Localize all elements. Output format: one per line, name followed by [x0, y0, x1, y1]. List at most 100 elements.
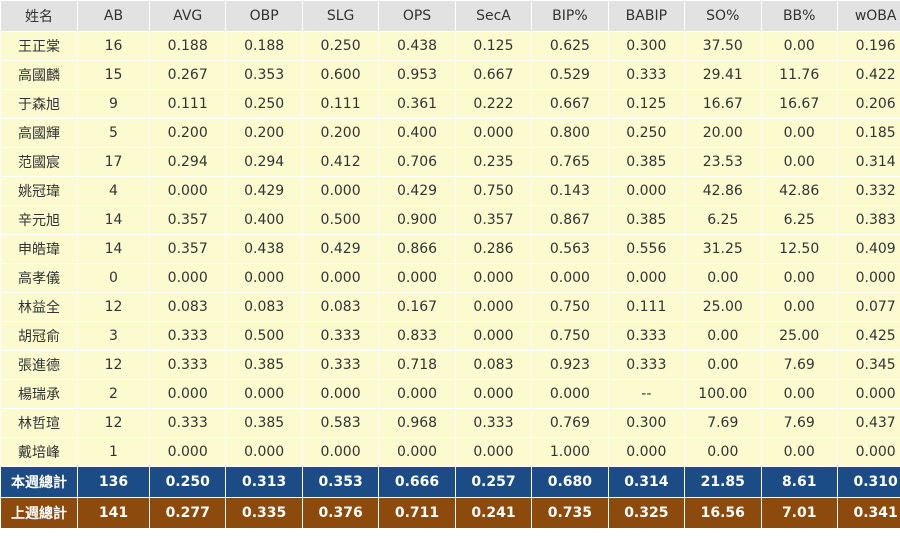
stat-cell: 0.769	[531, 408, 609, 438]
stat-cell: 0.235	[454, 147, 533, 177]
stat-cell: 0.196	[836, 31, 900, 61]
stat-cell: 0.345	[836, 350, 900, 380]
player-name-cell: 林哲瑄	[0, 408, 78, 438]
stat-cell: 0.300	[607, 408, 686, 438]
stat-cell: 0.750	[454, 176, 533, 206]
stat-cell: 11.76	[760, 60, 838, 90]
stat-cell: 0.00	[684, 350, 762, 380]
column-header: BABIP	[607, 0, 686, 32]
stat-cell: 7.69	[760, 408, 838, 438]
stat-cell: 0.000	[148, 263, 227, 293]
stat-cell: 0.294	[225, 147, 303, 177]
column-header: AB	[77, 0, 150, 32]
stat-cell: 0.600	[301, 60, 380, 90]
stat-cell: 42.86	[760, 176, 838, 206]
player-name-cell: 范國宸	[0, 147, 78, 177]
stat-cell: 12	[77, 408, 150, 438]
table-row: 姚冠瑋 4 0.000 0.429 0.000 0.429 0.750 0.143 0.000 4…	[0, 176, 900, 206]
stat-cell: 0.429	[378, 176, 456, 206]
stat-cell: 0.000	[607, 263, 686, 293]
total-stat-cell: 0.241	[454, 497, 533, 529]
stat-cell: 0.206	[836, 89, 900, 119]
stat-cell: 0.000	[148, 176, 227, 206]
player-name-cell: 姚冠瑋	[0, 176, 78, 206]
stat-cell: 0.125	[607, 89, 686, 119]
stat-cell: 100.00	[684, 379, 762, 409]
stat-cell: 0.125	[454, 31, 533, 61]
player-name-cell: 于森旭	[0, 89, 78, 119]
stat-cell: 0.968	[378, 408, 456, 438]
stat-cell: 0.409	[836, 234, 900, 264]
table-row: 范國宸 17 0.294 0.294 0.412 0.706 0.235 0.765 0.385…	[0, 147, 900, 177]
stat-cell: 0.111	[148, 89, 227, 119]
stat-cell: 0.438	[378, 31, 456, 61]
stat-cell: 0.437	[836, 408, 900, 438]
stat-cell: 0	[77, 263, 150, 293]
stat-cell: 0.900	[378, 205, 456, 235]
stat-cell: 0.583	[301, 408, 380, 438]
stat-cell: 0.556	[607, 234, 686, 264]
stat-cell: 0.00	[684, 437, 762, 467]
stat-cell: 23.53	[684, 147, 762, 177]
total-label-cell: 本週總計	[0, 466, 78, 498]
table-row: 高孝儀 0 0.000 0.000 0.000 0.000 0.000 0.000 0.000 0…	[0, 263, 900, 293]
stat-cell: 3	[77, 321, 150, 351]
stat-cell: 12	[77, 350, 150, 380]
stat-cell: 0.333	[607, 350, 686, 380]
stat-cell: 0.083	[148, 292, 227, 322]
stat-cell: 0.667	[454, 60, 533, 90]
total-stat-cell: 0.310	[836, 466, 900, 498]
stat-cell: 0.357	[148, 205, 227, 235]
column-header: BIP%	[531, 0, 609, 32]
stat-cell: --	[607, 379, 686, 409]
last-week-total-row: 上週總計 141 0.277 0.335 0.376 0.711 0.241 0.735 0.3…	[0, 497, 900, 529]
stat-cell: 0.529	[531, 60, 609, 90]
stat-cell: 0.00	[760, 147, 838, 177]
stat-cell: 0.667	[531, 89, 609, 119]
table-header: 姓名 AB AVG OBP SLG OPS SecA BIP% BABIP SO% BB% wOBA	[0, 0, 900, 32]
stat-cell: 37.50	[684, 31, 762, 61]
stat-cell: 0.200	[225, 118, 303, 148]
stat-cell: 0.383	[836, 205, 900, 235]
stat-cell: 0.400	[378, 118, 456, 148]
column-header: OBP	[225, 0, 303, 32]
stat-cell: 0.765	[531, 147, 609, 177]
total-stat-cell: 0.735	[531, 497, 609, 529]
player-name-cell: 胡冠俞	[0, 321, 78, 351]
stat-cell: 0.332	[836, 176, 900, 206]
stat-cell: 0.222	[454, 89, 533, 119]
stat-cell: 0.867	[531, 205, 609, 235]
stat-cell: 0.00	[760, 31, 838, 61]
stat-cell: 0.500	[301, 205, 380, 235]
stat-cell: 0.083	[301, 292, 380, 322]
column-header: SO%	[684, 0, 762, 32]
stat-cell: 0.200	[301, 118, 380, 148]
stat-cell: 0.000	[836, 263, 900, 293]
total-stat-cell: 136	[77, 466, 150, 498]
stat-cell: 0.286	[454, 234, 533, 264]
column-header: BB%	[760, 0, 838, 32]
stat-cell: 0.385	[225, 350, 303, 380]
stat-cell: 0.800	[531, 118, 609, 148]
player-name-cell: 辛元旭	[0, 205, 78, 235]
total-stat-cell: 0.313	[225, 466, 303, 498]
column-header: wOBA	[836, 0, 900, 32]
stat-cell: 2	[77, 379, 150, 409]
stat-cell: 0.300	[607, 31, 686, 61]
stat-cell: 0.625	[531, 31, 609, 61]
table-totals: 本週總計 136 0.250 0.313 0.353 0.666 0.257 0.680 0.3…	[0, 466, 900, 529]
stat-cell: 0.333	[607, 60, 686, 90]
stat-cell: 0.000	[378, 437, 456, 467]
stat-cell: 14	[77, 234, 150, 264]
stat-cell: 0.000	[454, 118, 533, 148]
stat-cell: 6.25	[684, 205, 762, 235]
stat-cell: 0.000	[531, 263, 609, 293]
stat-cell: 0.333	[148, 321, 227, 351]
stat-cell: 0.00	[684, 321, 762, 351]
table-row: 胡冠俞 3 0.333 0.500 0.333 0.833 0.000 0.750 0.333 0…	[0, 321, 900, 351]
stat-cell: 0.750	[531, 321, 609, 351]
stat-cell: 7.69	[684, 408, 762, 438]
total-label-cell: 上週總計	[0, 497, 78, 529]
total-stat-cell: 0.335	[225, 497, 303, 529]
total-stat-cell: 0.711	[378, 497, 456, 529]
